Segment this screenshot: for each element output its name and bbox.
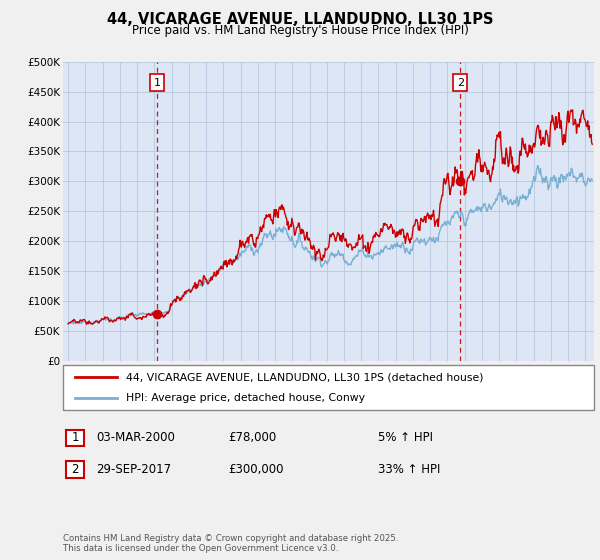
Text: 5% ↑ HPI: 5% ↑ HPI bbox=[378, 431, 433, 445]
Text: 1: 1 bbox=[154, 78, 161, 87]
Text: £300,000: £300,000 bbox=[228, 463, 284, 476]
Text: £78,000: £78,000 bbox=[228, 431, 276, 445]
Text: HPI: Average price, detached house, Conwy: HPI: Average price, detached house, Conw… bbox=[126, 393, 365, 403]
Text: 44, VICARAGE AVENUE, LLANDUDNO, LL30 1PS (detached house): 44, VICARAGE AVENUE, LLANDUDNO, LL30 1PS… bbox=[126, 372, 484, 382]
Text: 33% ↑ HPI: 33% ↑ HPI bbox=[378, 463, 440, 476]
Text: 03-MAR-2000: 03-MAR-2000 bbox=[96, 431, 175, 445]
Text: 29-SEP-2017: 29-SEP-2017 bbox=[96, 463, 171, 476]
Text: Contains HM Land Registry data © Crown copyright and database right 2025.
This d: Contains HM Land Registry data © Crown c… bbox=[63, 534, 398, 553]
Text: 1: 1 bbox=[71, 431, 79, 445]
Text: 44, VICARAGE AVENUE, LLANDUDNO, LL30 1PS: 44, VICARAGE AVENUE, LLANDUDNO, LL30 1PS bbox=[107, 12, 493, 27]
Text: Price paid vs. HM Land Registry's House Price Index (HPI): Price paid vs. HM Land Registry's House … bbox=[131, 24, 469, 36]
Text: 2: 2 bbox=[71, 463, 79, 476]
Text: 2: 2 bbox=[457, 78, 464, 87]
